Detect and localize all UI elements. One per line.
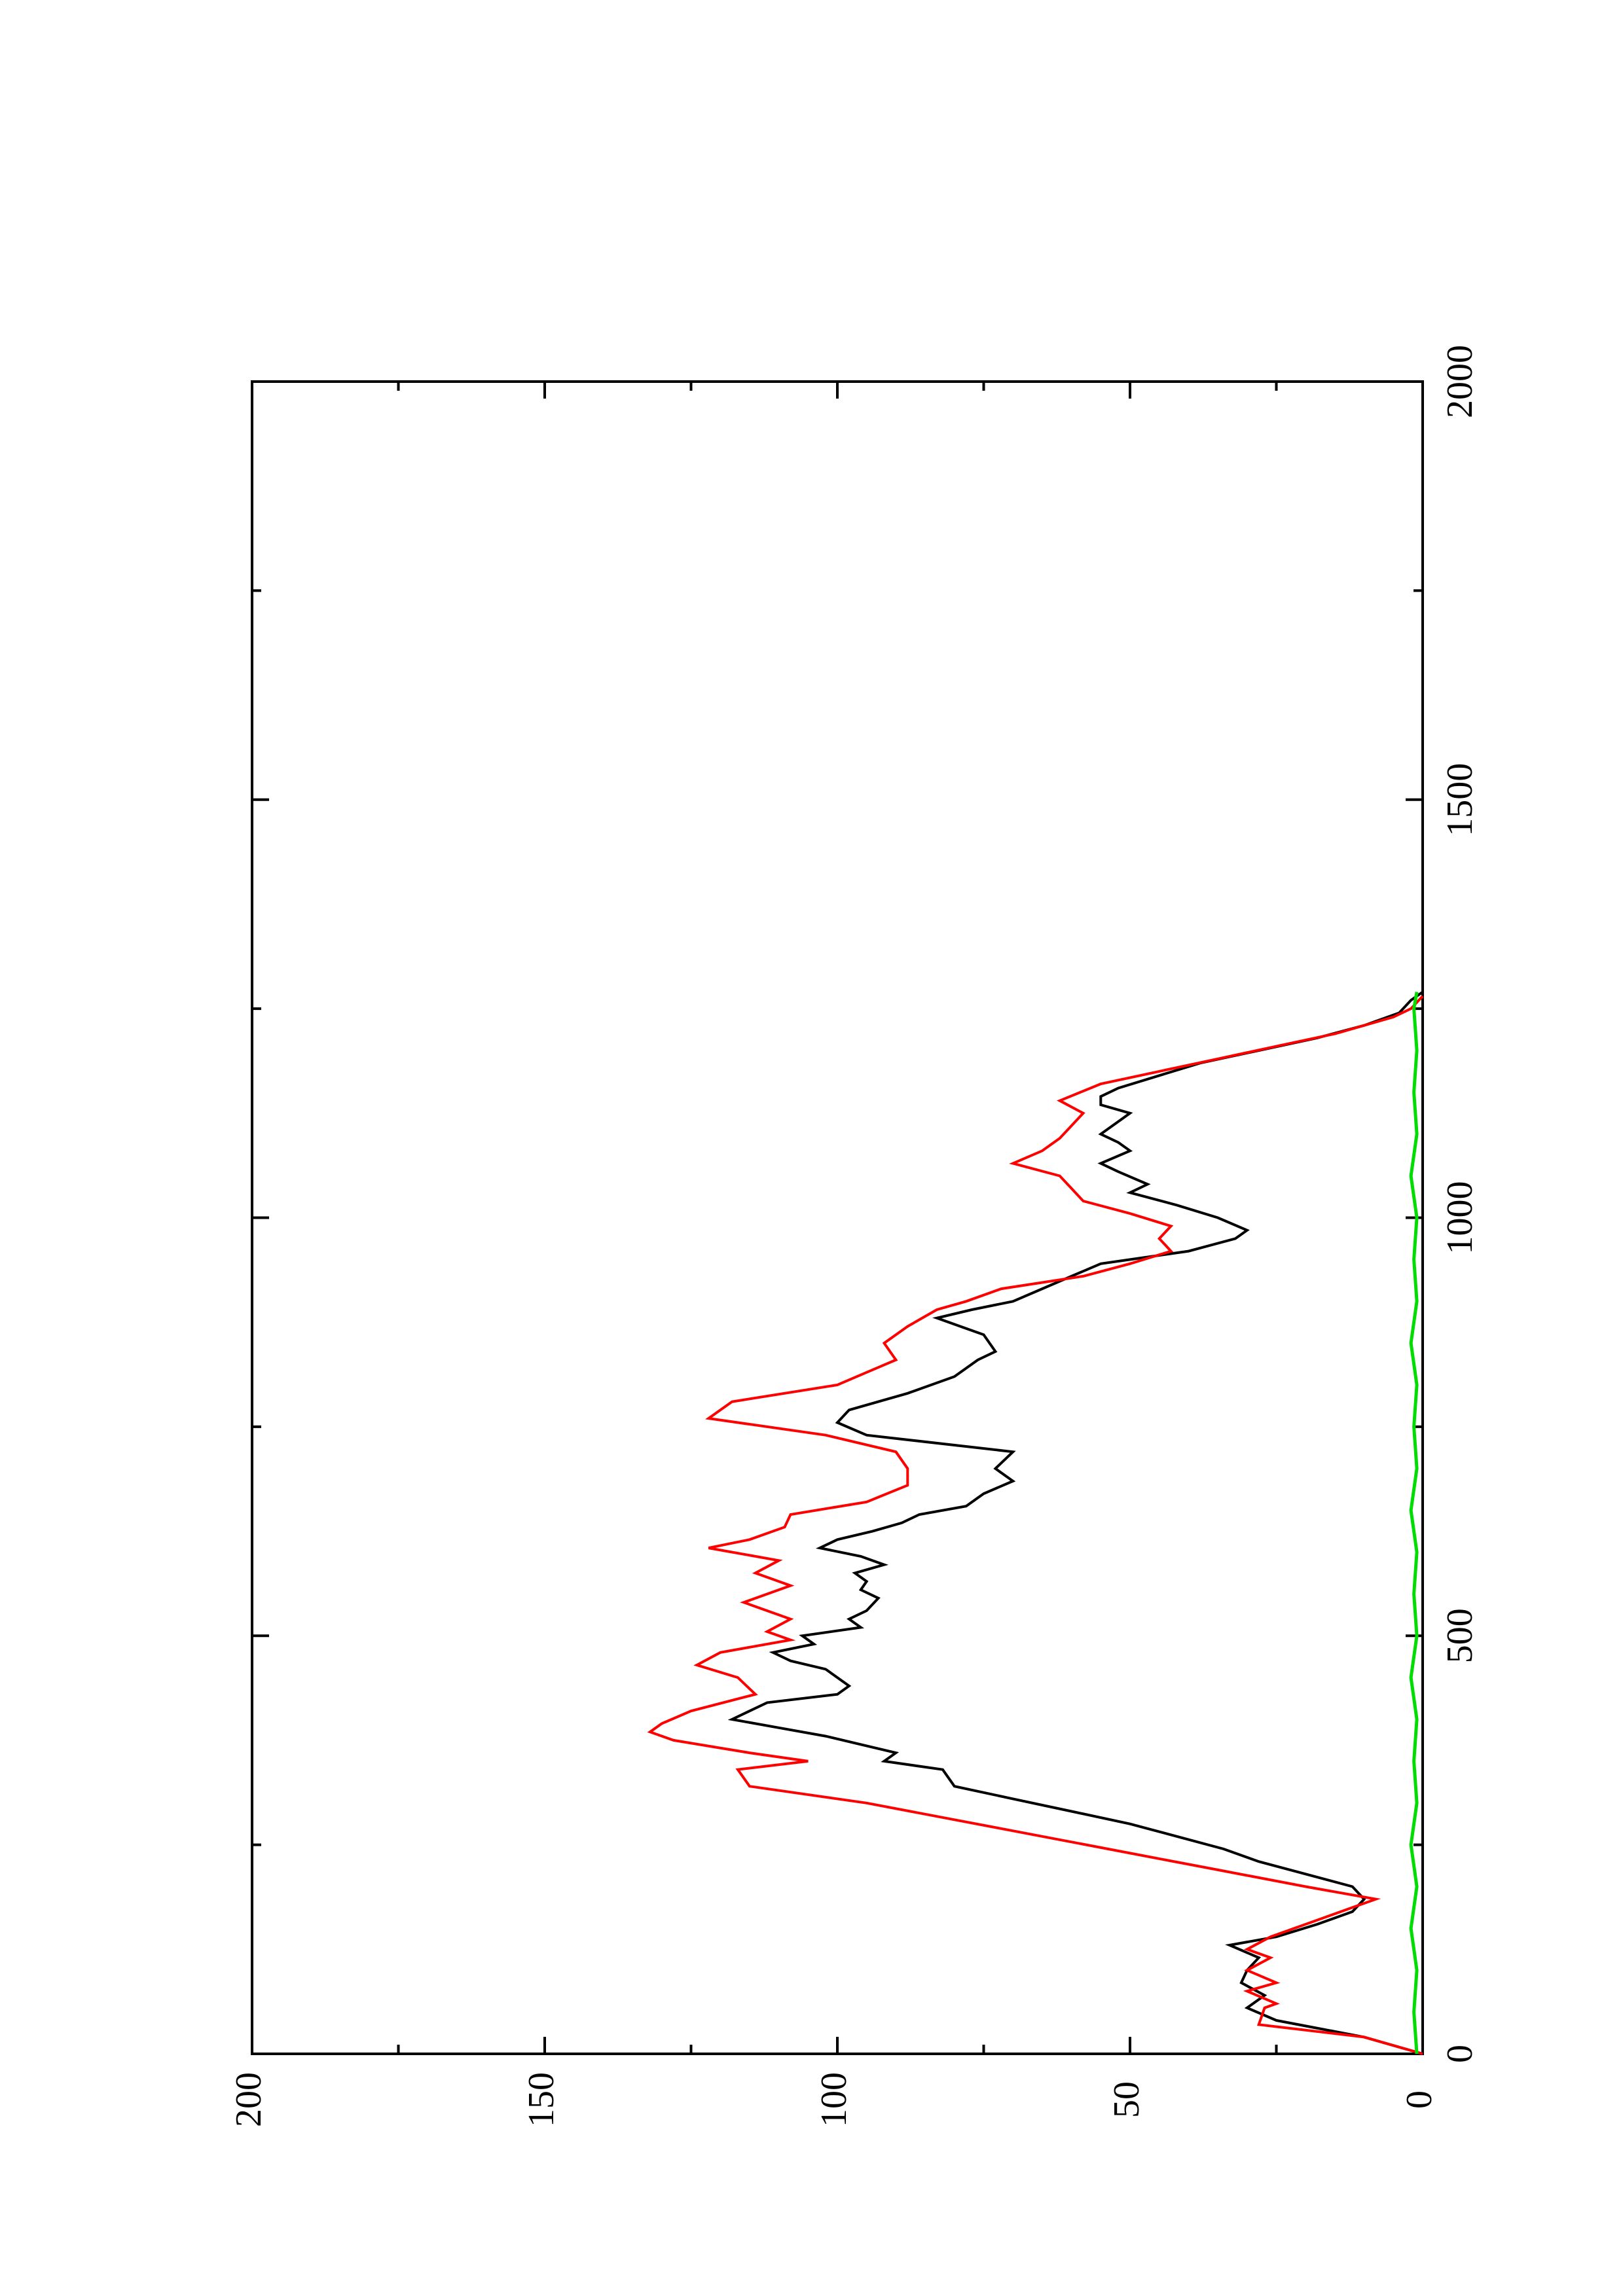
series-line-1 bbox=[727, 990, 1424, 2055]
plot-frame bbox=[251, 380, 1424, 2055]
x-tick-label: 500 bbox=[1440, 1608, 1480, 1663]
y-tick-label: 100 bbox=[814, 2072, 854, 2127]
tick-labels: 0 500 1000 1500 2000 0 50 100 150 200 bbox=[228, 345, 1480, 2127]
x-tick-label: 1500 bbox=[1440, 763, 1480, 836]
series-line-2 bbox=[647, 995, 1424, 2055]
x-tick-label: 2000 bbox=[1440, 345, 1480, 418]
y-tick-label: 200 bbox=[228, 2072, 269, 2127]
series-layer bbox=[647, 990, 1424, 2055]
tick-marks bbox=[251, 380, 1424, 2055]
y-tick-label: 50 bbox=[1106, 2081, 1147, 2118]
y-tick-label: 150 bbox=[521, 2072, 562, 2127]
series-line-3 bbox=[1409, 992, 1419, 2054]
x-tick-label: 1000 bbox=[1440, 1181, 1480, 1255]
y-tick-label: 0 bbox=[1399, 2090, 1440, 2109]
x-tick-label: 0 bbox=[1440, 2045, 1480, 2063]
